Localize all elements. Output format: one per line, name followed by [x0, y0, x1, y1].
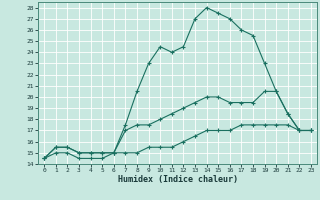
X-axis label: Humidex (Indice chaleur): Humidex (Indice chaleur)	[118, 175, 238, 184]
